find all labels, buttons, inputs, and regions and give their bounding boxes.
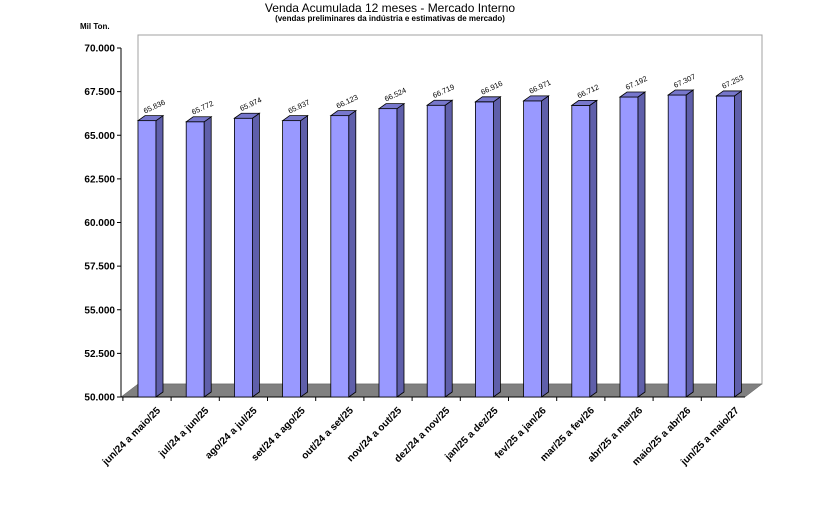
y-tick-label: 55.000	[84, 305, 115, 316]
bar-side	[589, 99, 598, 398]
bar	[474, 101, 494, 398]
bar-top	[666, 89, 695, 96]
bar-side	[348, 109, 357, 398]
y-axis-label: Mil Ton.	[80, 22, 110, 31]
bar	[185, 121, 205, 398]
bar-top	[184, 116, 213, 123]
bar-side	[541, 95, 549, 398]
bar-top	[570, 99, 599, 106]
x-tick-label: jun/24 a maio/25	[100, 405, 163, 468]
bar-top	[474, 96, 502, 103]
y-tick-label: 67.500	[84, 87, 115, 98]
y-tick-label: 70.000	[84, 44, 115, 55]
chart-subtitle: (vendas preliminares da indústria e esti…	[275, 14, 505, 23]
bar-top	[425, 99, 454, 106]
bar-top	[522, 95, 550, 102]
bar-top	[329, 110, 358, 117]
y-tick-label: 57.500	[84, 262, 115, 273]
bar-side	[444, 99, 453, 398]
bar	[619, 96, 639, 398]
bar-top	[715, 90, 743, 97]
bar-side	[300, 114, 309, 398]
bar-top	[281, 115, 309, 122]
bar	[523, 100, 542, 398]
bar-top	[233, 112, 261, 119]
bar	[137, 120, 157, 398]
bar	[571, 104, 591, 398]
bar-side	[396, 102, 405, 398]
bar	[233, 117, 253, 398]
y-tick-label: 62.500	[84, 174, 115, 185]
bar-side	[734, 90, 742, 398]
y-tick-label: 50.000	[84, 393, 115, 404]
y-tick-label: 60.000	[84, 218, 115, 229]
x-tick-label: jul/24 a jun/25	[156, 405, 211, 460]
bar-side	[492, 96, 501, 398]
bar-top	[377, 103, 406, 110]
bar-side	[637, 91, 646, 398]
bar	[282, 120, 302, 398]
bar	[716, 95, 735, 398]
bar	[378, 108, 398, 398]
y-tick-label: 52.500	[84, 349, 115, 360]
bar-side	[251, 112, 260, 398]
bar	[330, 115, 350, 398]
bar-top	[136, 115, 165, 122]
chart-title: Venda Acumulada 12 meses - Mercado Inter…	[264, 1, 516, 15]
bar-side	[155, 114, 164, 398]
bar-side	[685, 89, 694, 398]
bar-top	[618, 91, 647, 98]
bar-side	[203, 116, 212, 398]
bar	[667, 94, 687, 398]
y-tick-label: 65.000	[84, 131, 115, 142]
bar	[426, 104, 446, 398]
